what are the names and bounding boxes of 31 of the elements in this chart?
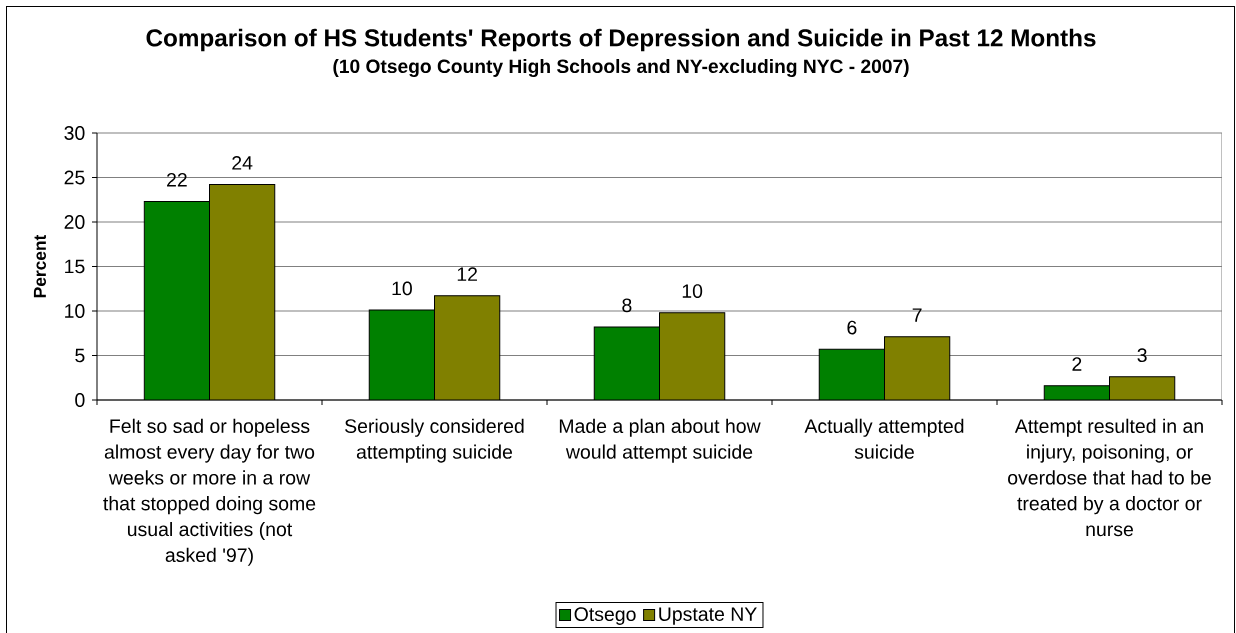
data-label: 24 [232, 156, 253, 170]
y-tick-label: 20 [64, 215, 85, 229]
bar [434, 295, 500, 400]
y-axis-title: Percent [33, 234, 46, 298]
legend-label: Otsego [574, 607, 636, 625]
data-label: 22 [167, 172, 187, 187]
y-tick-label: 0 [75, 393, 85, 407]
data-label: 6 [847, 320, 857, 335]
x-tick-label: Actually attempted suicide [804, 418, 964, 459]
y-tick-label: 30 [64, 126, 85, 140]
bar [884, 336, 950, 400]
bar [209, 184, 275, 400]
data-label: 10 [392, 281, 412, 296]
y-tick-label: 5 [75, 348, 85, 363]
y-tick-label: 15 [65, 259, 85, 274]
data-label: 10 [682, 284, 703, 298]
data-label: 7 [912, 308, 922, 322]
x-tick-label: Made a plan about how would attempt suicide [559, 418, 761, 463]
chart-subtitle: (10 Otsego County High Schools and NY-excluding NYC - 2007) [333, 59, 909, 77]
data-label: 12 [457, 267, 477, 281]
x-tick-label: Attempt resulted in an injury, poisoning, or overdose that had to be treated by a doctor or nurse [1008, 418, 1211, 537]
data-label: 3 [1137, 348, 1147, 363]
chart-title: Comparison of HS Students' Reports of Depression and Suicide in Past 12 Months [146, 28, 1096, 52]
y-tick-label: 25 [64, 170, 85, 185]
data-label: 2 [1072, 357, 1082, 371]
bar [659, 312, 725, 400]
data-label: 8 [622, 298, 632, 313]
x-tick-label: Felt so sad or hopeless almost every day for two weeks or more in a row that stopped doing some usual activities (not asked '97) [103, 418, 316, 566]
legend-label: Upstate NY [659, 607, 757, 625]
x-tick-label: Seriously considered attempting suicide [345, 418, 524, 463]
y-tick-label: 10 [65, 304, 85, 318]
